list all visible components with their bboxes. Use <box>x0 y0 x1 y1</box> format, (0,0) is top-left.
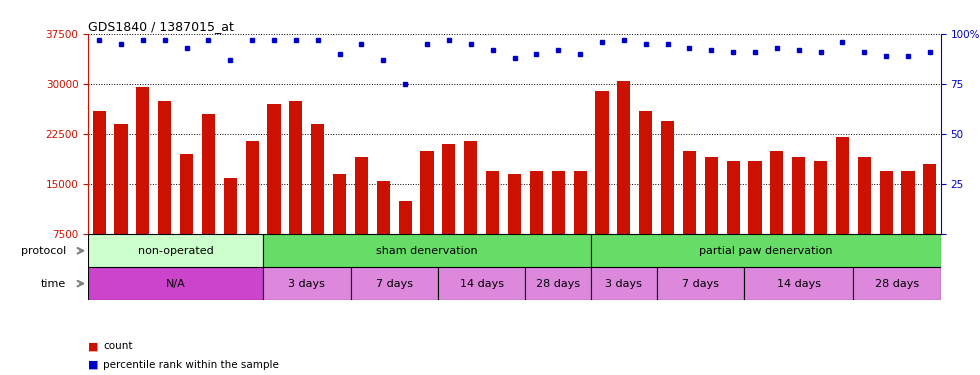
Bar <box>836 137 849 285</box>
Bar <box>158 100 172 285</box>
Text: ■: ■ <box>88 341 102 351</box>
Text: ■: ■ <box>88 360 102 370</box>
Bar <box>289 100 303 285</box>
Bar <box>726 161 740 285</box>
Bar <box>420 151 433 285</box>
Text: 7 days: 7 days <box>375 279 413 289</box>
Text: time: time <box>41 279 67 289</box>
Text: 14 days: 14 days <box>777 279 820 289</box>
Bar <box>639 111 653 285</box>
Bar <box>376 181 390 285</box>
Bar <box>749 161 761 285</box>
Bar <box>573 171 587 285</box>
Bar <box>312 124 324 285</box>
Bar <box>770 151 783 285</box>
Bar <box>880 171 893 285</box>
Text: percentile rank within the sample: percentile rank within the sample <box>103 360 278 370</box>
Bar <box>246 141 259 285</box>
Text: non-operated: non-operated <box>138 246 214 256</box>
Bar <box>355 158 368 285</box>
Bar <box>465 141 477 285</box>
Bar <box>661 121 674 285</box>
Bar <box>596 91 609 285</box>
Bar <box>88 267 263 300</box>
Text: 3 days: 3 days <box>606 279 642 289</box>
Bar <box>683 151 696 285</box>
Bar <box>136 87 149 285</box>
Bar <box>792 158 806 285</box>
Text: protocol: protocol <box>22 246 67 256</box>
Bar <box>88 234 263 267</box>
Text: sham denervation: sham denervation <box>376 246 478 256</box>
Bar <box>617 81 630 285</box>
Bar <box>591 267 657 300</box>
Text: N/A: N/A <box>166 279 185 289</box>
Bar <box>223 177 237 285</box>
Bar <box>438 267 525 300</box>
Text: 7 days: 7 days <box>682 279 718 289</box>
Bar <box>657 267 744 300</box>
Bar <box>858 158 871 285</box>
Bar <box>268 104 280 285</box>
Bar <box>744 267 854 300</box>
Bar <box>530 171 543 285</box>
Bar <box>263 234 591 267</box>
Bar <box>202 114 215 285</box>
Bar <box>263 267 351 300</box>
Bar <box>180 154 193 285</box>
Bar <box>591 234 941 267</box>
Bar <box>351 267 438 300</box>
Text: 28 days: 28 days <box>875 279 919 289</box>
Text: count: count <box>103 341 132 351</box>
Bar <box>508 174 521 285</box>
Text: GDS1840 / 1387015_at: GDS1840 / 1387015_at <box>88 20 234 33</box>
Bar <box>854 267 941 300</box>
Bar <box>92 111 106 285</box>
Bar <box>705 158 717 285</box>
Bar <box>399 201 412 285</box>
Text: 28 days: 28 days <box>536 279 580 289</box>
Bar <box>486 171 499 285</box>
Bar <box>552 171 564 285</box>
Bar <box>115 124 127 285</box>
Bar <box>814 161 827 285</box>
Bar <box>442 144 456 285</box>
Text: 3 days: 3 days <box>288 279 325 289</box>
Bar <box>525 267 591 300</box>
Bar <box>333 174 346 285</box>
Bar <box>902 171 914 285</box>
Text: 14 days: 14 days <box>460 279 504 289</box>
Bar <box>923 164 937 285</box>
Text: partial paw denervation: partial paw denervation <box>699 246 833 256</box>
